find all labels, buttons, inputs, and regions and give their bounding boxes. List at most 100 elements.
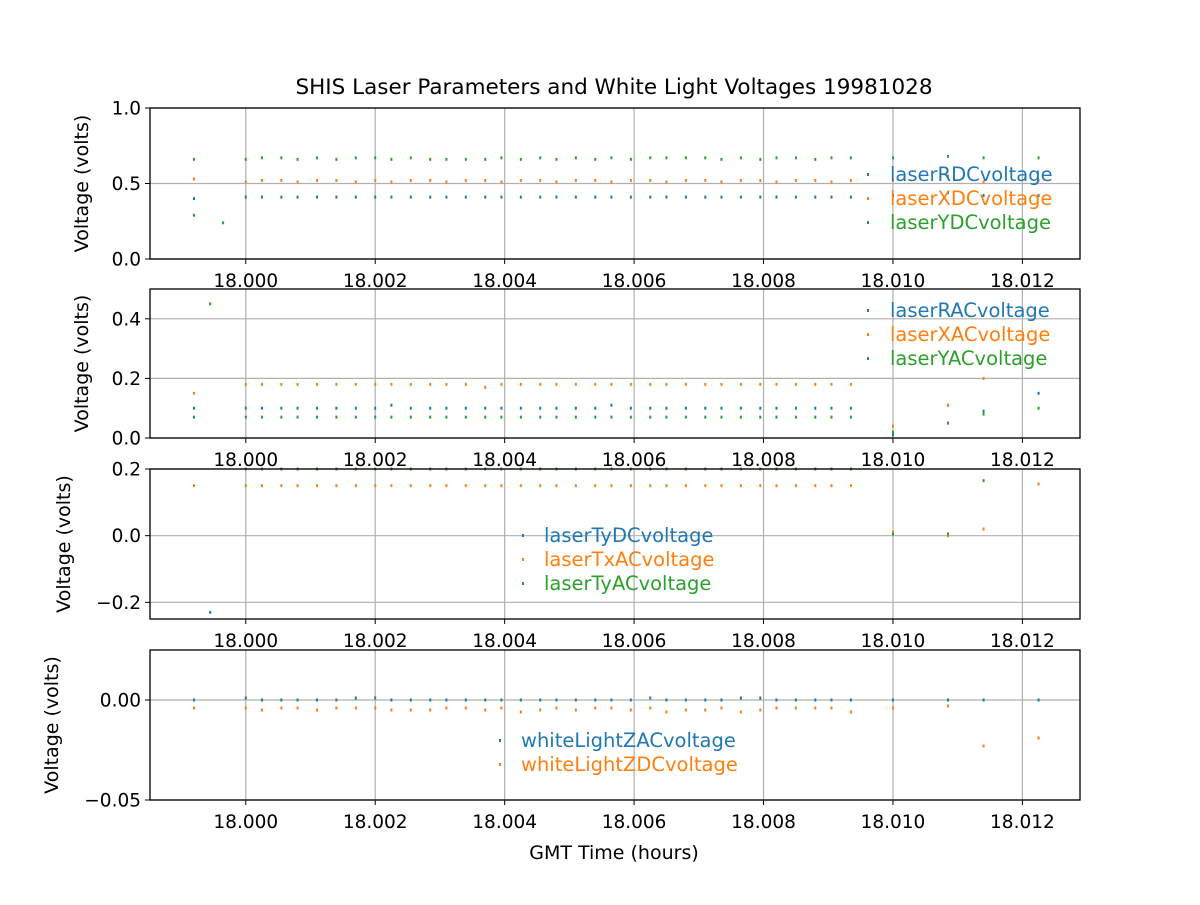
x-tick-label: 18.010 [861,631,926,652]
data-point [891,530,894,534]
data-point [684,156,687,160]
data-point [759,382,762,386]
legend-marker [522,534,524,537]
data-point [704,156,707,160]
data-point [390,180,393,184]
data-point [1037,406,1040,410]
data-point [849,415,852,419]
data-point [296,698,299,702]
data-point [830,156,833,160]
data-point [555,382,558,386]
data-point [354,696,357,700]
data-point [629,178,632,182]
data-point [665,156,668,160]
data-point [814,698,817,702]
data-point [244,406,247,410]
data-point [500,698,503,702]
data-point [409,406,412,410]
data-point [849,195,852,199]
data-point [704,415,707,419]
data-point [500,382,503,386]
data-point [260,382,263,386]
data-point [555,706,558,710]
data-point [244,415,247,419]
data-point [374,706,377,710]
data-point [594,195,597,199]
data-point [629,406,632,410]
data-point [260,156,263,160]
data-point [849,178,852,182]
data-point [500,484,503,488]
data-point [209,610,212,614]
data-point [335,195,338,199]
data-point [830,415,833,419]
data-point [464,195,467,199]
data-point [539,708,542,712]
x-tick-label: 18.010 [861,450,926,471]
x-tick-label: 18.006 [602,812,667,833]
data-point [704,382,707,386]
data-point [629,195,632,199]
x-tick-label: 18.002 [343,271,408,292]
data-point [794,415,797,419]
x-tick-label: 18.004 [472,812,537,833]
data-point [946,532,949,536]
series-whiteLightZACvoltage [193,696,1040,702]
data-point [500,406,503,410]
data-point [704,698,707,702]
data-point [280,382,283,386]
y-axis-label: Voltage (volts) [41,656,63,794]
data-point [539,698,542,702]
data-point [519,195,522,199]
y-tick-label: −0.2 [96,593,141,614]
data-point [280,706,283,710]
y-tick-label: 0.5 [112,174,141,195]
data-point [484,708,487,712]
data-point [539,156,542,160]
legend-label: laserRACvoltage [890,299,1050,322]
data-point [296,706,299,710]
data-point [610,180,613,184]
data-point [775,706,778,710]
data-point [390,195,393,199]
data-point [814,157,817,161]
legend-marker [867,333,869,336]
data-point [429,195,432,199]
data-point [193,213,196,217]
legend-marker [522,582,524,585]
data-point [830,406,833,410]
data-point [484,178,487,182]
data-point [814,406,817,410]
figure-title: SHIS Laser Parameters and White Light Vo… [295,75,932,100]
y-tick-label: 0.00 [100,691,141,712]
data-point [374,415,377,419]
data-point [464,706,467,710]
data-point [539,406,542,410]
data-point [500,156,503,160]
y-tick-label: 0.2 [112,460,141,481]
data-point [1037,156,1040,160]
data-point [775,484,778,488]
data-point [849,484,852,488]
data-point [193,197,196,201]
data-point [665,710,668,714]
data-point [280,484,283,488]
data-point [429,484,432,488]
data-point [244,696,247,700]
data-point [445,698,448,702]
y-tick-label: 0.2 [112,369,141,390]
data-point [574,708,577,712]
data-point [390,403,393,407]
data-point [1037,194,1040,198]
data-point [429,415,432,419]
data-point [296,415,299,419]
data-point [429,157,432,161]
data-point [409,382,412,386]
data-point [464,415,467,419]
data-point [374,178,377,182]
x-tick-label: 18.004 [472,631,537,652]
data-point [409,708,412,712]
y-tick-label: 0.0 [112,250,141,271]
data-point [390,484,393,488]
